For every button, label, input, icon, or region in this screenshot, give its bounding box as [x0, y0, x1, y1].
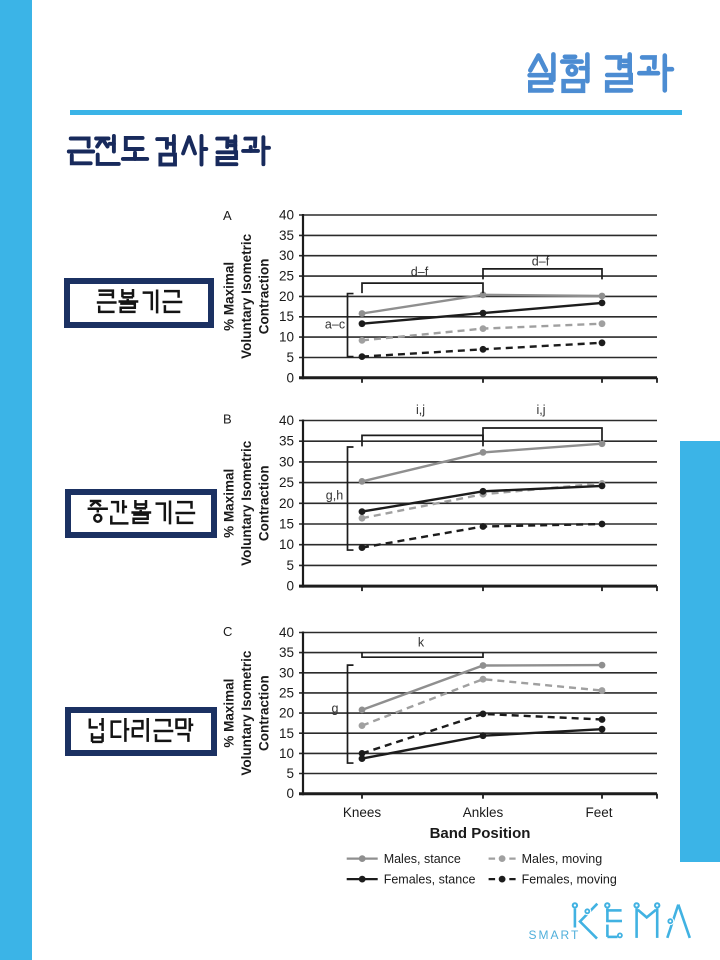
svg-text:A: A: [223, 208, 232, 223]
svg-text:Voluntary Isometric: Voluntary Isometric: [239, 650, 254, 776]
svg-text:Males, moving: Males, moving: [522, 852, 603, 866]
svg-text:C: C: [223, 624, 232, 639]
svg-text:20: 20: [279, 706, 294, 721]
svg-text:% Maximal: % Maximal: [222, 679, 237, 748]
svg-text:40: 40: [279, 413, 294, 428]
svg-text:B: B: [223, 411, 232, 426]
svg-text:Males, stance: Males, stance: [384, 852, 461, 866]
svg-text:Females, moving: Females, moving: [522, 873, 617, 887]
svg-text:35: 35: [279, 434, 294, 449]
svg-text:10: 10: [279, 330, 294, 345]
svg-text:Contraction: Contraction: [257, 259, 272, 335]
svg-text:k: k: [418, 636, 425, 650]
svg-text:10: 10: [279, 746, 294, 761]
svg-text:Contraction: Contraction: [257, 675, 272, 751]
svg-text:15: 15: [279, 309, 294, 324]
svg-text:20: 20: [279, 289, 294, 304]
svg-text:25: 25: [279, 685, 294, 700]
svg-text:d–f: d–f: [532, 255, 550, 269]
svg-text:15: 15: [279, 517, 294, 532]
svg-text:25: 25: [279, 475, 294, 490]
svg-text:g: g: [332, 702, 339, 716]
svg-text:35: 35: [279, 645, 294, 660]
svg-text:d–f: d–f: [411, 265, 429, 279]
svg-text:Voluntary Isometric: Voluntary Isometric: [239, 440, 254, 566]
svg-text:% Maximal: % Maximal: [222, 469, 237, 538]
svg-text:Females, stance: Females, stance: [384, 873, 476, 887]
svg-text:30: 30: [279, 454, 294, 469]
svg-text:5: 5: [286, 350, 294, 365]
svg-text:25: 25: [279, 269, 294, 284]
svg-text:Knees: Knees: [343, 805, 382, 820]
svg-text:30: 30: [279, 248, 294, 263]
svg-text:20: 20: [279, 496, 294, 511]
svg-text:0: 0: [286, 370, 294, 385]
svg-text:a–c: a–c: [325, 318, 345, 332]
svg-text:0: 0: [286, 579, 294, 594]
svg-text:30: 30: [279, 665, 294, 680]
svg-text:15: 15: [279, 726, 294, 741]
svg-text:Voluntary Isometric: Voluntary Isometric: [239, 233, 254, 359]
svg-text:5: 5: [286, 558, 294, 573]
svg-text:i,j: i,j: [536, 403, 545, 417]
svg-text:10: 10: [279, 537, 294, 552]
svg-text:40: 40: [279, 625, 294, 640]
svg-text:Contraction: Contraction: [257, 465, 272, 541]
svg-text:g,h: g,h: [326, 489, 343, 503]
svg-text:SMART: SMART: [529, 928, 581, 942]
svg-text:Ankles: Ankles: [463, 805, 504, 820]
svg-text:Band Position: Band Position: [430, 825, 531, 842]
svg-text:Feet: Feet: [585, 805, 612, 820]
svg-text:5: 5: [286, 766, 294, 781]
svg-text:0: 0: [286, 786, 294, 801]
svg-text:35: 35: [279, 228, 294, 243]
svg-text:40: 40: [279, 208, 294, 223]
svg-text:% Maximal: % Maximal: [222, 262, 237, 331]
svg-text:i,j: i,j: [416, 403, 425, 417]
